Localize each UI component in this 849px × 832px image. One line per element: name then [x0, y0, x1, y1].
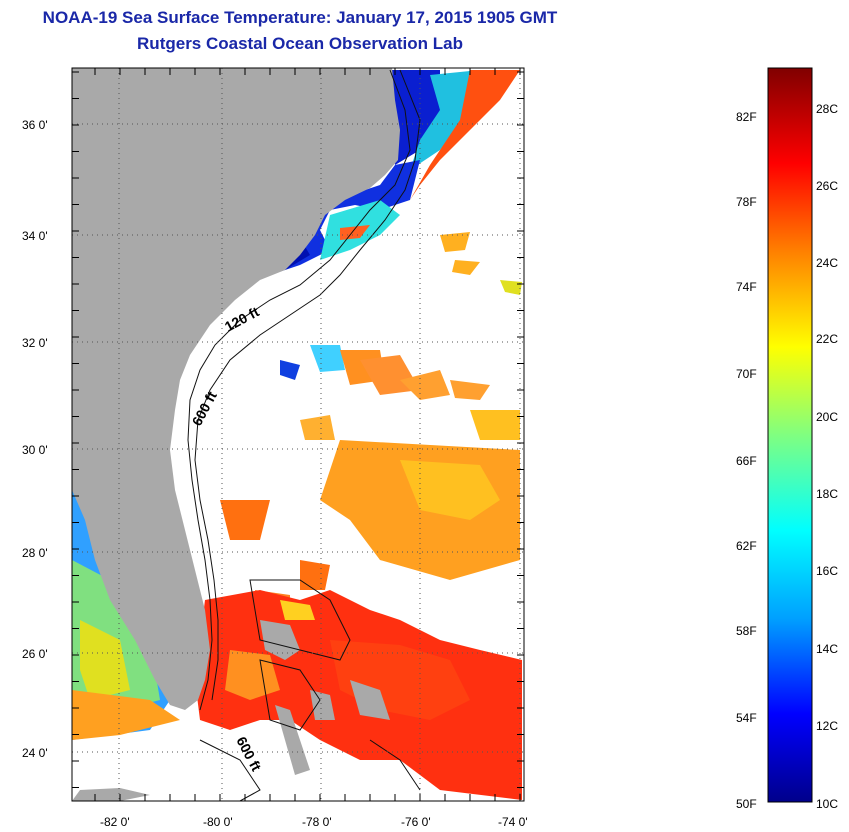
- cbar-c-16: 16C: [816, 564, 838, 578]
- lat-label-32: 32 0': [22, 336, 48, 350]
- cbar-c-20: 20C: [816, 410, 838, 424]
- lon-label-74: -74 0': [498, 815, 528, 829]
- lon-label-82: -82 0': [100, 815, 130, 829]
- cbar-c-14: 14C: [816, 642, 838, 656]
- map-frame: [71, 67, 525, 802]
- bathymetry-contours: [187, 69, 421, 801]
- lat-label-26: 26 0': [22, 647, 48, 661]
- cbar-c-18: 18C: [816, 487, 838, 501]
- lon-label-80: -80 0': [203, 815, 233, 829]
- colorbar: 82F 78F 74F 70F 66F 62F 58F 54F 50F 28C …: [736, 67, 838, 811]
- lat-label-28: 28 0': [22, 546, 48, 560]
- cbar-f-70: 70F: [736, 367, 757, 381]
- cbar-f-58: 58F: [736, 624, 757, 638]
- lon-label-76: -76 0': [401, 815, 431, 829]
- lon-label-78: -78 0': [302, 815, 332, 829]
- cbar-f-54: 54F: [736, 711, 757, 725]
- cbar-c-22: 22C: [816, 332, 838, 346]
- axis-ticks: [72, 68, 524, 801]
- lat-label-36: 36 0': [22, 118, 48, 132]
- sst-map: 120 ft 600 ft 600 ft 36 0' 34 0' 32 0' 3…: [22, 67, 528, 829]
- cbar-c-24: 24C: [816, 256, 838, 270]
- lat-label-24: 24 0': [22, 746, 48, 760]
- colorbar-gradient: [767, 67, 813, 803]
- colorbar-f-labels: 82F 78F 74F 70F 66F 62F 58F 54F 50F: [736, 110, 757, 811]
- cbar-f-74: 74F: [736, 280, 757, 294]
- cbar-f-78: 78F: [736, 195, 757, 209]
- grid-lines: [72, 68, 524, 801]
- land: [72, 68, 400, 801]
- cbar-f-82: 82F: [736, 110, 757, 124]
- lat-label-34: 34 0': [22, 229, 48, 243]
- cbar-c-26: 26C: [816, 179, 838, 193]
- chart-subtitle: Rutgers Coastal Ocean Observation Lab: [137, 34, 463, 53]
- lat-label-30: 30 0': [22, 443, 48, 457]
- cbar-f-50: 50F: [736, 797, 757, 811]
- colorbar-c-labels: 28C 26C 24C 22C 20C 18C 16C 14C 12C 10C: [816, 102, 838, 811]
- cbar-c-12: 12C: [816, 719, 838, 733]
- latitude-labels: 36 0' 34 0' 32 0' 30 0' 28 0' 26 0' 24 0…: [22, 118, 48, 760]
- cbar-f-66: 66F: [736, 454, 757, 468]
- cbar-c-28: 28C: [816, 102, 838, 116]
- cbar-f-62: 62F: [736, 539, 757, 553]
- longitude-labels: -82 0' -80 0' -78 0' -76 0' -74 0': [100, 815, 528, 829]
- cbar-c-10: 10C: [816, 797, 838, 811]
- chart-title: NOAA-19 Sea Surface Temperature: January…: [42, 8, 558, 27]
